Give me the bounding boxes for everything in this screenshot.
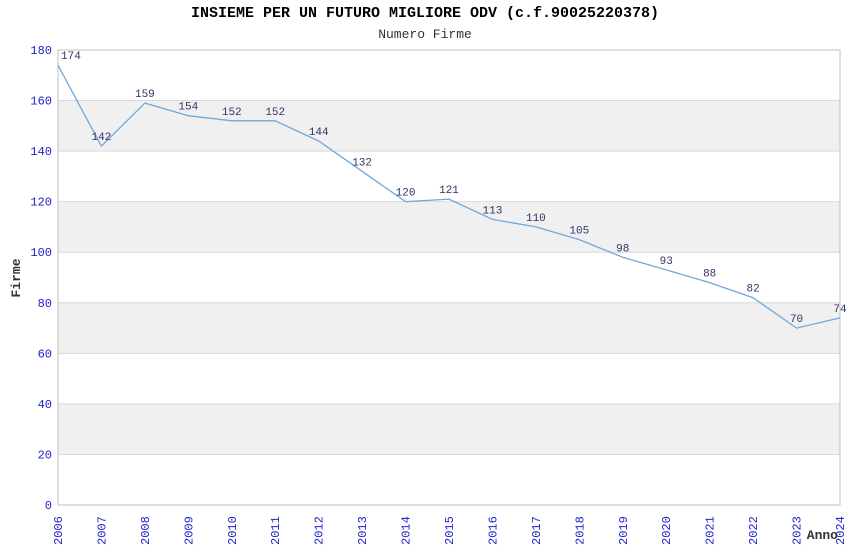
x-tick-label: 2006	[52, 516, 66, 545]
x-tick-label: 2014	[400, 516, 414, 545]
y-tick-label: 20	[38, 448, 52, 462]
plot-band	[58, 353, 840, 404]
x-tick-label: 2016	[486, 516, 500, 545]
data-label: 132	[352, 157, 372, 169]
plot-band	[58, 100, 840, 152]
y-tick-label: 180	[30, 44, 52, 58]
plot-band	[58, 454, 840, 505]
data-label: 154	[178, 102, 198, 114]
data-label: 144	[309, 127, 329, 139]
data-label: 152	[222, 107, 242, 119]
x-tick-label: 2015	[443, 516, 457, 545]
plot-bands	[58, 50, 840, 505]
x-tick-label: 2009	[182, 516, 196, 545]
chart-title: INSIEME PER UN FUTURO MIGLIORE ODV (c.f.…	[190, 5, 660, 22]
x-tick-label: 2012	[313, 516, 327, 545]
x-tick-label: 2010	[226, 516, 240, 545]
y-tick-label: 60	[38, 347, 52, 361]
x-tick-label: 2023	[791, 516, 805, 545]
y-tick-label: 120	[30, 196, 52, 210]
data-label: 110	[526, 213, 546, 225]
x-tick-label: 2008	[139, 516, 153, 545]
x-tick-label: 2017	[530, 516, 544, 545]
y-tick-label: 160	[30, 95, 52, 109]
data-label: 121	[439, 185, 459, 197]
y-tick-label: 100	[30, 246, 52, 260]
plot-band	[58, 252, 840, 303]
data-label: 74	[833, 304, 847, 316]
data-label: 152	[265, 107, 285, 119]
x-tick-label: 2020	[660, 516, 674, 545]
x-tick-label: 2013	[356, 516, 370, 545]
plot-border	[57, 49, 841, 506]
x-tick-label: 2011	[269, 516, 283, 545]
data-label: 142	[92, 132, 112, 144]
series-line[interactable]	[57, 64, 841, 329]
data-label: 113	[483, 205, 503, 217]
data-label: 93	[660, 256, 673, 268]
plot-band	[58, 151, 840, 202]
y-tick-label: 0	[45, 499, 52, 513]
plot-band	[58, 201, 840, 253]
x-tick-label: 2021	[704, 516, 718, 545]
chart-subtitle: Numero Firme	[378, 27, 472, 42]
x-tick-label: 2022	[747, 516, 761, 545]
y-tick-label: 40	[38, 398, 52, 412]
data-label: 82	[747, 284, 760, 296]
data-label: 120	[396, 188, 416, 200]
y-tick-label: 80	[38, 297, 52, 311]
data-label: 105	[569, 226, 589, 238]
data-label: 70	[790, 314, 803, 326]
plot-band	[58, 50, 840, 101]
y-axis-title: Firme	[9, 258, 24, 297]
data-label: 159	[135, 89, 155, 101]
plot-band	[58, 302, 840, 354]
x-axis-title: Anno	[807, 528, 838, 543]
data-label: 98	[616, 243, 629, 255]
plot-band	[58, 403, 840, 455]
y-tick-label: 140	[30, 145, 52, 159]
data-point-labels: 174 142 159 154 152 152 144 132 120 121 113 110 105 9…	[61, 51, 847, 326]
data-label: 88	[703, 269, 716, 281]
x-tick-label: 2018	[573, 516, 587, 545]
data-label: 174	[61, 51, 81, 63]
x-tick-label: 2007	[95, 516, 109, 545]
x-tick-label: 2024	[834, 516, 848, 545]
x-tick-label: 2019	[617, 516, 631, 545]
x-axis-tick-labels: 2006 2007 2008 2009 2010 2011 2012 2013 2014 2015…	[52, 516, 848, 545]
gridlines	[58, 49, 840, 506]
y-axis-tick-labels: 0 20 40 60 80 100 120 140 160 180	[30, 44, 52, 513]
